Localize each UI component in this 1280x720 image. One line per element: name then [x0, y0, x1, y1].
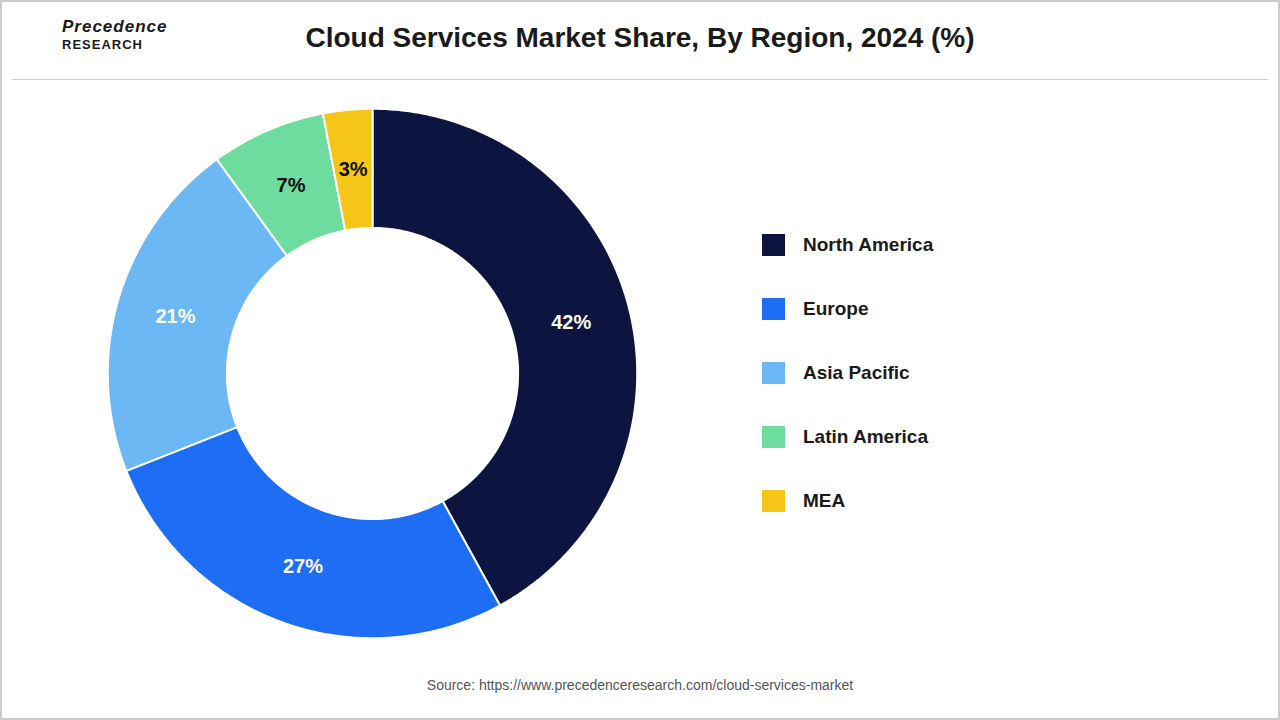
html-text:RESEARCH: RESEARCH [62, 37, 143, 53]
html-text:Asia Pacific: Asia Pacific [803, 361, 910, 383]
svg-text:27%: 27% [283, 554, 323, 576]
svg-text:21%: 21% [155, 304, 195, 326]
html-text:Latin America: Latin America [803, 425, 928, 447]
html-text:Cloud Services Market Share, B: Cloud Services Market Share, By Region, … [305, 22, 975, 53]
svg-text:7%: 7% [277, 173, 306, 195]
html-text:Europe: Europe [803, 297, 869, 319]
html-text:North America: North America [803, 233, 934, 255]
svg-text:3%: 3% [339, 157, 368, 179]
html-text:MEA: MEA [803, 489, 846, 511]
html-text:Source: https://www.precedence: Source: https://www.precedenceresearch.c… [426, 677, 854, 693]
html-text:Precedence: Precedence [62, 17, 168, 36]
svg-text:42%: 42% [551, 310, 591, 332]
